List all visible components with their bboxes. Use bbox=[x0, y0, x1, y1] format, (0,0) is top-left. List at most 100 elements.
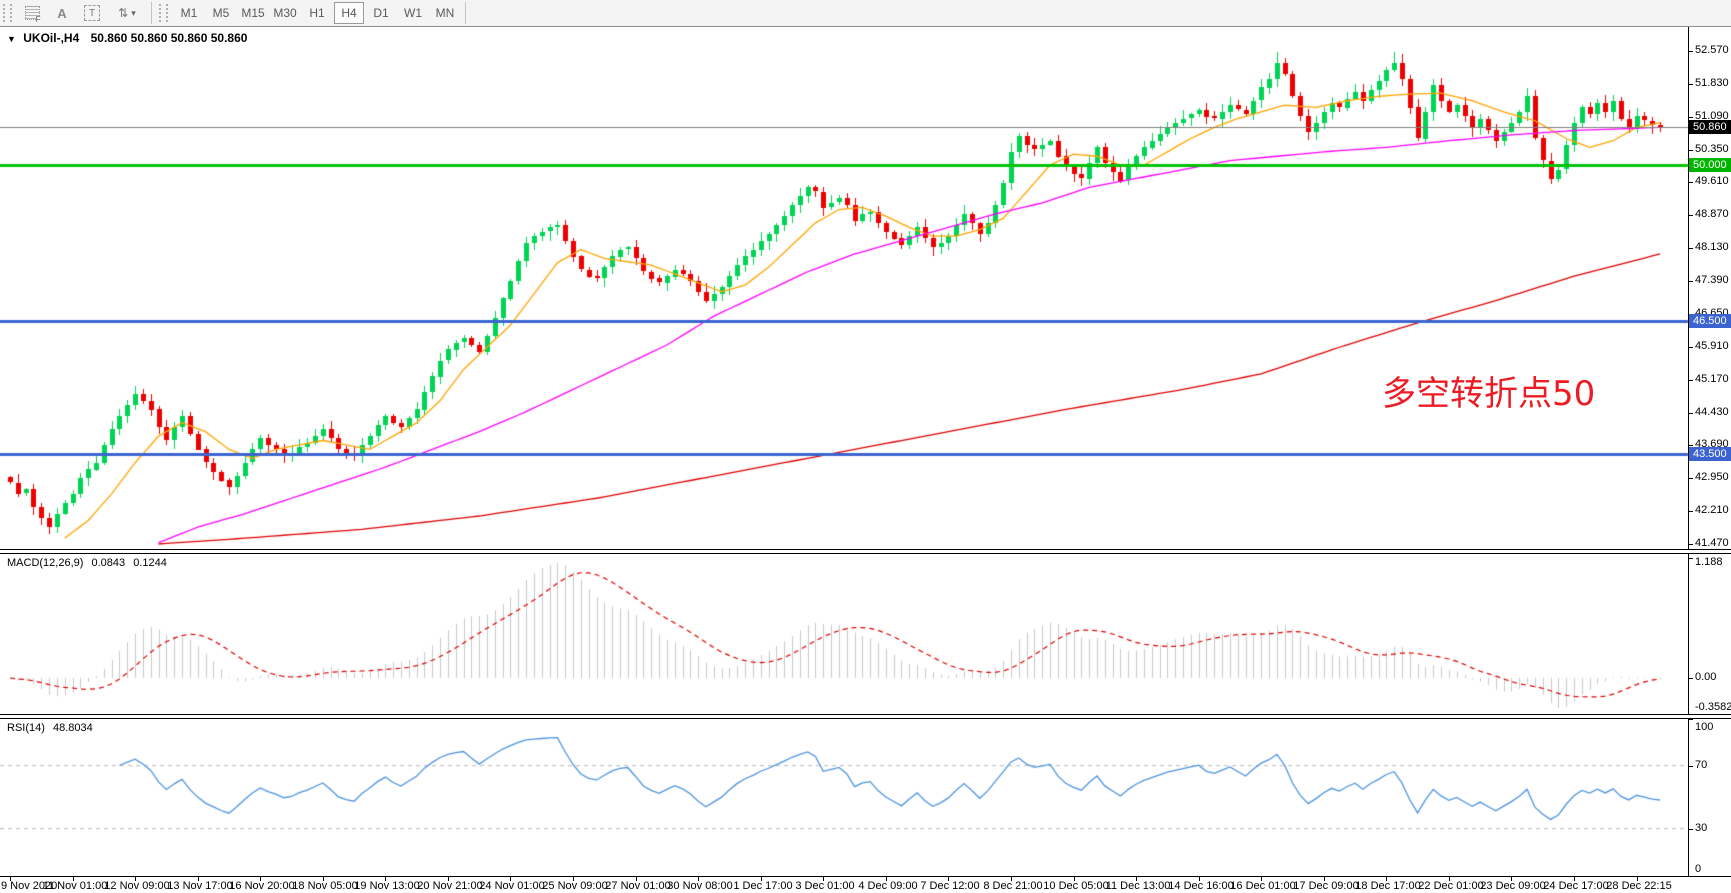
time-tick-mark bbox=[1261, 877, 1262, 881]
price-tick-label: 48.130 bbox=[1695, 241, 1729, 253]
macd-pane-canvas[interactable] bbox=[0, 553, 1689, 714]
time-tick-label: 11 Nov 01:00 bbox=[42, 880, 108, 892]
timeframe-button-mn[interactable]: MN bbox=[435, 6, 455, 20]
time-tick-mark bbox=[1199, 877, 1200, 881]
time-tick-mark bbox=[1074, 877, 1075, 881]
time-tick-mark bbox=[1011, 877, 1012, 881]
time-tick-mark bbox=[323, 877, 324, 881]
price-tick-label: 42.210 bbox=[1695, 504, 1729, 516]
ohlc-values-label: 50.860 50.860 50.860 50.860 bbox=[90, 31, 248, 45]
time-tick-label: 12 Nov 09:00 bbox=[104, 880, 170, 892]
time-tick-label: 1 Dec 17:00 bbox=[733, 880, 793, 892]
rsi-indicator-label: RSI(14) 48.8034 bbox=[7, 722, 93, 734]
time-tick-label: 8 Dec 21:00 bbox=[983, 880, 1043, 892]
text-label-button[interactable]: T bbox=[78, 2, 106, 24]
price-tick-mark bbox=[1688, 248, 1693, 249]
timeframe-button-h1[interactable]: H1 bbox=[309, 6, 325, 20]
macd-tick-label: -0.3582 bbox=[1695, 701, 1731, 713]
rsi-pane-canvas[interactable] bbox=[0, 718, 1689, 876]
macd-tick-mark bbox=[1688, 714, 1693, 715]
price-tick-label: 42.950 bbox=[1695, 471, 1729, 483]
time-axis-border bbox=[0, 876, 1731, 877]
time-tick-label: 11 Dec 13:00 bbox=[1105, 880, 1171, 892]
timeframe-button-d1[interactable]: D1 bbox=[373, 6, 389, 20]
arrows-icon: ⇅ bbox=[118, 6, 129, 20]
pane-separator[interactable] bbox=[0, 549, 1731, 554]
insert-text-button[interactable]: A bbox=[48, 2, 76, 24]
price-tick-label: 45.910 bbox=[1695, 340, 1729, 352]
pane-separator[interactable] bbox=[0, 714, 1731, 719]
price-tick-mark bbox=[1688, 413, 1693, 414]
time-tick-label: 18 Dec 17:00 bbox=[1355, 880, 1421, 892]
price-level-badge: 46.500 bbox=[1689, 314, 1731, 328]
letter-a-icon: A bbox=[57, 5, 67, 21]
grid-f-icon-button[interactable]: F bbox=[18, 2, 46, 24]
price-tick-label: 49.610 bbox=[1695, 175, 1729, 187]
time-tick-label: 28 Dec 22:15 bbox=[1606, 880, 1672, 892]
time-tick-label: 3 Dec 01:00 bbox=[795, 880, 855, 892]
price-tick-label: 45.170 bbox=[1695, 373, 1729, 385]
price-axis-border bbox=[1688, 27, 1689, 877]
price-tick-mark bbox=[1688, 150, 1693, 151]
timeframe-button-h4[interactable]: H4 bbox=[334, 2, 364, 24]
price-level-badge: 50.000 bbox=[1689, 158, 1731, 172]
time-tick-label: 4 Dec 09:00 bbox=[858, 880, 918, 892]
time-tick-label: 24 Nov 01:00 bbox=[479, 880, 545, 892]
price-tick-label: 51.830 bbox=[1695, 77, 1729, 89]
price-tick-mark bbox=[1688, 544, 1693, 545]
time-tick-mark bbox=[636, 877, 637, 881]
time-tick-mark bbox=[1637, 877, 1638, 881]
timeframe-button-m30[interactable]: M30 bbox=[273, 6, 297, 20]
time-tick-label: 14 Dec 16:00 bbox=[1168, 880, 1234, 892]
rsi-tick-label: 100 bbox=[1695, 721, 1714, 733]
timeframe-button-w1[interactable]: W1 bbox=[404, 6, 422, 20]
macd-tick-label: 1.188 bbox=[1695, 556, 1723, 568]
price-tick-label: 41.470 bbox=[1695, 537, 1729, 549]
toolbar: F A T ⇅ ▾ M1 M5 M15 M30 H1 H4 D1 W1 MN bbox=[0, 0, 1731, 27]
time-tick-mark bbox=[573, 877, 574, 881]
time-tick-label: 10 Dec 05:00 bbox=[1043, 880, 1109, 892]
macd-indicator-label: MACD(12,26,9) 0.0843 0.1244 bbox=[7, 557, 167, 569]
time-tick-label: 25 Nov 09:00 bbox=[542, 880, 608, 892]
time-tick-label: 20 Nov 21:00 bbox=[417, 880, 483, 892]
main-chart-canvas[interactable] bbox=[0, 27, 1689, 549]
price-tick-mark bbox=[1688, 117, 1693, 118]
time-tick-label: 7 Dec 12:00 bbox=[920, 880, 980, 892]
toolbar-drag-handle[interactable] bbox=[159, 4, 168, 22]
rsi-tick-mark bbox=[1688, 829, 1693, 830]
macd-tick-label: 0.00 bbox=[1695, 671, 1717, 683]
price-tick-mark bbox=[1688, 445, 1693, 446]
price-tick-mark bbox=[1688, 380, 1693, 381]
time-tick-label: 16 Nov 20:00 bbox=[229, 880, 295, 892]
text-box-icon: T bbox=[84, 5, 100, 21]
time-tick-mark bbox=[1574, 877, 1575, 881]
price-tick-mark bbox=[1688, 347, 1693, 348]
price-tick-mark bbox=[1688, 215, 1693, 216]
toolbar-drag-handle[interactable] bbox=[3, 4, 12, 22]
price-tick-label: 47.390 bbox=[1695, 274, 1729, 286]
time-tick-mark bbox=[948, 877, 949, 881]
time-tick-label: 19 Nov 13:00 bbox=[354, 880, 420, 892]
rsi-tick-mark bbox=[1688, 766, 1693, 767]
time-tick-label: 17 Dec 09:00 bbox=[1293, 880, 1359, 892]
time-tick-label: 24 Dec 17:00 bbox=[1543, 880, 1609, 892]
time-tick-label: 23 Dec 09:00 bbox=[1480, 880, 1546, 892]
time-tick-mark bbox=[198, 877, 199, 881]
time-tick-mark bbox=[1449, 877, 1450, 881]
price-level-badge: 43.500 bbox=[1689, 447, 1731, 461]
time-tick-label: 16 Dec 01:00 bbox=[1230, 880, 1296, 892]
timeframe-button-m1[interactable]: M1 bbox=[180, 6, 198, 20]
timeframe-button-m15[interactable]: M15 bbox=[241, 6, 265, 20]
symbol-period-label: UKOil-,H4 bbox=[23, 31, 80, 45]
time-tick-mark bbox=[1511, 877, 1512, 881]
timeframe-button-m5[interactable]: M5 bbox=[212, 6, 230, 20]
price-tick-label: 50.350 bbox=[1695, 143, 1729, 155]
chevron-down-icon: ▾ bbox=[131, 7, 136, 18]
price-tick-mark bbox=[1688, 478, 1693, 479]
rsi-tick-label: 30 bbox=[1695, 822, 1708, 834]
symbol-dropdown-arrow[interactable]: ▼ bbox=[7, 34, 16, 44]
price-tick-label: 51.090 bbox=[1695, 110, 1729, 122]
macd-tick-mark bbox=[1688, 678, 1693, 679]
toolbar-separator bbox=[465, 2, 466, 24]
arrows-tool-button[interactable]: ⇅ ▾ bbox=[108, 2, 146, 24]
